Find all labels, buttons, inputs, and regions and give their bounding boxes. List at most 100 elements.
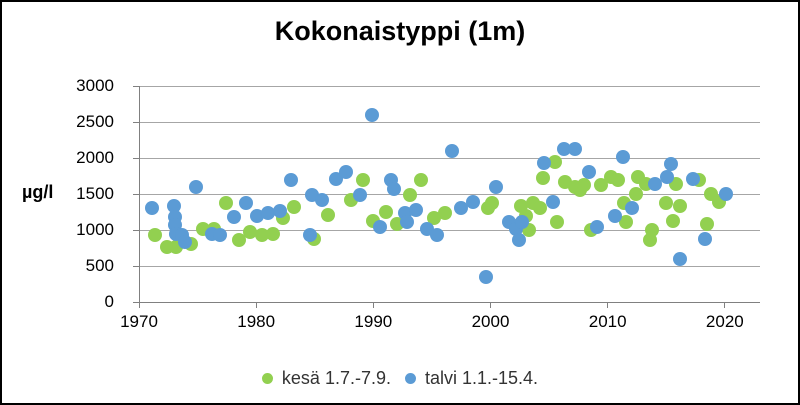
data-point-talvi xyxy=(189,179,204,194)
data-point-kesa xyxy=(355,173,370,188)
data-point-talvi xyxy=(567,141,582,156)
data-point-talvi xyxy=(429,228,444,243)
data-point-kesa xyxy=(427,211,442,226)
legend-label-kesa: kesä 1.7.-7.9. xyxy=(281,368,391,388)
data-point-talvi xyxy=(660,169,675,184)
data-point-kesa xyxy=(379,205,394,219)
data-point-kesa xyxy=(402,188,417,203)
data-point-talvi xyxy=(647,176,662,191)
data-point-kesa xyxy=(547,154,562,169)
data-point-kesa xyxy=(666,213,681,228)
data-point-talvi xyxy=(489,179,504,194)
gridline-y2500 xyxy=(139,121,760,123)
data-point-talvi xyxy=(663,156,678,171)
x-tick-label-1990: 1990 xyxy=(354,312,393,331)
gridline-y3000 xyxy=(139,85,760,87)
data-point-talvi xyxy=(537,156,552,171)
data-point-talvi xyxy=(444,143,459,158)
y-axis-unit-label: µg/l xyxy=(22,182,54,202)
data-point-kesa xyxy=(659,196,674,211)
data-point-kesa xyxy=(673,198,688,213)
x-tick-2020 xyxy=(724,302,726,308)
data-point-talvi xyxy=(408,202,423,217)
x-tick-2010 xyxy=(607,302,609,308)
legend-marker-talvi-icon xyxy=(405,373,416,384)
y-tick-2000 xyxy=(133,157,139,159)
x-tick-2000 xyxy=(490,302,491,308)
data-point-talvi xyxy=(557,141,572,156)
data-point-talvi xyxy=(515,215,530,230)
data-point-talvi xyxy=(226,210,241,225)
data-point-talvi xyxy=(314,193,329,208)
y-tick-label-0: 0 xyxy=(104,292,114,311)
data-point-kesa xyxy=(265,226,280,241)
data-point-kesa xyxy=(536,171,551,186)
data-point-talvi xyxy=(339,164,354,179)
gridline-y1000 xyxy=(139,229,760,231)
data-point-kesa xyxy=(484,196,499,211)
y-tick-1000 xyxy=(133,229,139,231)
data-point-talvi xyxy=(238,196,253,211)
data-point-talvi xyxy=(387,181,402,196)
legend-item-talvi: talvi 1.1.-15.4. xyxy=(405,368,538,389)
data-point-kesa xyxy=(593,178,608,193)
legend-marker-kesa-icon xyxy=(261,373,273,384)
data-point-talvi xyxy=(365,107,380,122)
gridline-y1500 xyxy=(139,193,760,195)
data-point-talvi xyxy=(144,201,159,216)
data-point-talvi xyxy=(625,201,640,216)
legend-item-kesa: kesä 1.7.-7.9. xyxy=(261,368,391,389)
data-point-kesa xyxy=(532,201,547,216)
data-point-kesa xyxy=(628,187,643,201)
gridline-y2000 xyxy=(139,157,760,159)
data-point-talvi xyxy=(719,187,734,201)
data-point-talvi xyxy=(590,220,605,235)
data-point-talvi xyxy=(250,208,265,223)
data-point-kesa xyxy=(550,215,565,230)
data-point-kesa xyxy=(619,215,634,230)
data-point-kesa xyxy=(437,206,452,221)
data-point-kesa xyxy=(148,228,163,243)
data-point-kesa xyxy=(389,216,404,231)
y-tick-3000 xyxy=(133,85,139,87)
data-point-talvi xyxy=(686,171,701,186)
data-point-talvi xyxy=(615,150,630,165)
data-point-talvi xyxy=(465,194,480,209)
y-tick-label-2500: 2500 xyxy=(76,112,114,131)
chart-title: Kokonaistyppi (1m) xyxy=(274,16,526,46)
chart-legend: kesä 1.7.-7.9. talvi 1.1.-15.4. xyxy=(2,368,798,389)
data-point-talvi xyxy=(353,188,368,203)
data-point-talvi xyxy=(167,198,182,213)
y-tick-0 xyxy=(133,301,139,303)
y-tick-label-500: 500 xyxy=(85,256,114,275)
y-tick-2500 xyxy=(133,121,139,123)
legend-label-talvi: talvi 1.1.-15.4. xyxy=(425,368,539,388)
data-point-talvi xyxy=(545,194,560,209)
data-point-talvi xyxy=(212,228,227,243)
x-tick-1970 xyxy=(138,302,140,308)
data-point-talvi xyxy=(177,235,192,250)
y-axis-line xyxy=(138,86,140,302)
y-tick-1500 xyxy=(133,193,139,195)
y-tick-label-1000: 1000 xyxy=(76,220,114,239)
data-point-talvi xyxy=(373,220,388,235)
x-tick-label-1980: 1980 xyxy=(237,312,276,331)
data-point-kesa xyxy=(231,233,246,248)
x-tick-1980 xyxy=(255,302,257,308)
data-point-talvi xyxy=(400,215,415,230)
data-point-kesa xyxy=(255,228,270,243)
data-point-kesa xyxy=(286,199,301,214)
data-point-kesa xyxy=(611,173,626,188)
y-tick-500 xyxy=(133,265,139,267)
data-point-talvi xyxy=(697,231,712,246)
x-tick-label-2020: 2020 xyxy=(705,312,744,331)
x-axis-line xyxy=(139,301,760,303)
x-tick-label-2000: 2000 xyxy=(471,312,510,331)
x-tick-label-1970: 1970 xyxy=(120,312,158,331)
data-point-talvi xyxy=(673,251,688,266)
data-point-talvi xyxy=(303,228,318,243)
data-point-kesa xyxy=(700,216,715,231)
y-tick-label-3000: 3000 xyxy=(76,76,114,95)
data-point-talvi xyxy=(454,201,469,216)
